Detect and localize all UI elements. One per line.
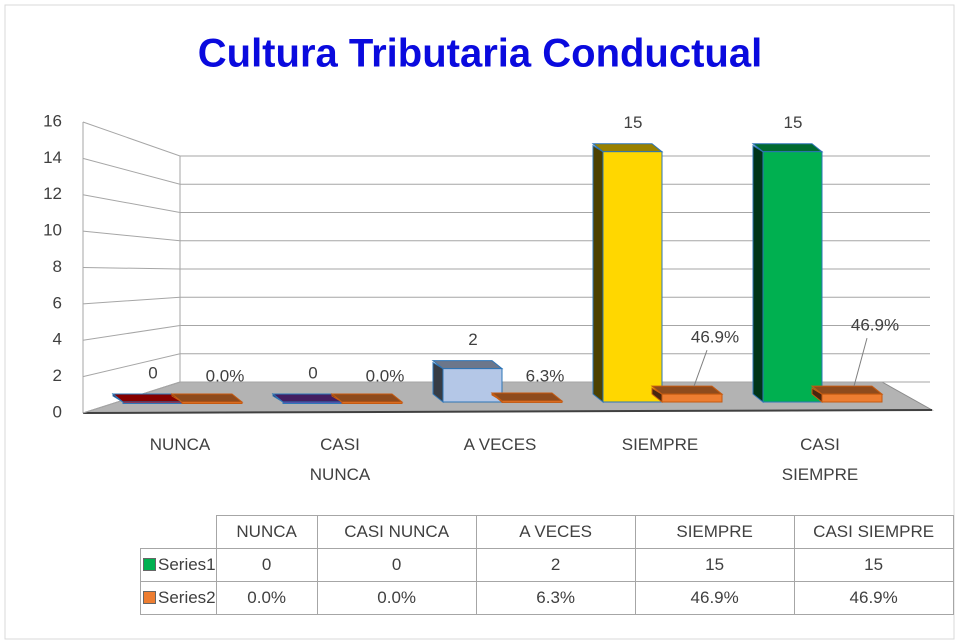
- bar: [170, 392, 244, 404]
- bar-top: [431, 360, 504, 370]
- bar-front: [821, 393, 883, 403]
- x-tick-label: SIEMPRE: [621, 435, 699, 454]
- x-tick-label: CASI SIEMPRE: [781, 435, 859, 484]
- table-header-cell: CASI SIEMPRE: [793, 515, 954, 549]
- bar-front: [661, 393, 723, 403]
- bar-front: [181, 401, 243, 404]
- y-tick-label: 14: [43, 148, 62, 167]
- bar: [751, 143, 824, 404]
- table-row: Series2 0.0% 0.0% 6.3% 46.9% 46.9%: [140, 581, 954, 615]
- table-row: Series1 0 0 2 15 15: [140, 548, 954, 582]
- grid-line: [82, 381, 930, 414]
- table-cell: 15: [793, 548, 954, 582]
- x-tick-label: A VECES: [463, 435, 537, 454]
- legend-swatch: [143, 591, 156, 604]
- bar-front: [762, 151, 823, 403]
- bar-top: [810, 385, 884, 395]
- leader-line: [693, 350, 708, 387]
- y-tick-label: 10: [43, 221, 62, 240]
- table-header-cell: NUNCA: [215, 515, 318, 549]
- table-cell: 15: [634, 548, 795, 582]
- grid-line: [82, 267, 930, 270]
- y-tick-label: 8: [53, 257, 62, 276]
- grid-line: [82, 296, 930, 305]
- data-label: 0.0%: [206, 366, 245, 385]
- bar-top: [751, 143, 824, 153]
- bar-front: [602, 151, 663, 403]
- table-cell: 0.0%: [215, 581, 318, 615]
- grid-line: [82, 194, 930, 213]
- legend-label: Series2: [158, 588, 216, 607]
- data-label: 0: [308, 363, 317, 382]
- data-table: NUNCA CASI NUNCA A VECES SIEMPRE CASI SIEMPR…: [140, 515, 954, 615]
- grid-line: [82, 121, 930, 157]
- chart-title: Cultura Tributaria Conductual: [198, 32, 762, 76]
- bar: [111, 392, 184, 404]
- table-header-cell: SIEMPRE: [634, 515, 795, 549]
- table-header-cell: CASI NUNCA: [316, 515, 477, 549]
- bar-top: [490, 392, 564, 402]
- table-header-row: NUNCA CASI NUNCA A VECES SIEMPRE CASI SIEMPR…: [141, 515, 954, 549]
- y-tick-label: 2: [53, 366, 62, 385]
- bar: [591, 143, 664, 404]
- bar-top: [170, 393, 244, 403]
- bar-front: [442, 368, 503, 403]
- table-cell: 0: [215, 548, 318, 582]
- grid-line: [82, 353, 930, 378]
- bar: [431, 360, 504, 404]
- data-label: 2: [468, 330, 477, 349]
- y-tick-label: 16: [43, 111, 62, 130]
- leader-line: [853, 338, 868, 387]
- data-label: 15: [784, 113, 803, 132]
- x-tick-label: CASI NUNCA: [309, 435, 371, 484]
- table-corner: [141, 516, 217, 549]
- y-tick-label: 0: [53, 402, 62, 421]
- grid-line: [82, 230, 930, 242]
- legend-label: Series1: [158, 555, 216, 574]
- bar-side: [592, 144, 604, 404]
- data-label: 46.9%: [691, 328, 739, 347]
- bar: [330, 392, 404, 404]
- table-cell: 6.3%: [475, 581, 636, 615]
- table-cell: 46.9%: [793, 581, 954, 615]
- table-cell: 0: [316, 548, 477, 582]
- grid-line: [82, 157, 930, 185]
- table-cell: 2: [475, 548, 636, 582]
- bar: [810, 385, 884, 404]
- table-header-cell: A VECES: [475, 515, 636, 549]
- y-tick-label: 6: [53, 293, 62, 312]
- data-label: 0: [148, 363, 157, 382]
- bar-front: [501, 400, 563, 403]
- legend-cell: Series2: [140, 581, 217, 615]
- table-cell: 0.0%: [316, 581, 477, 615]
- bar: [650, 385, 724, 404]
- bar-front: [122, 401, 183, 404]
- table-cell: 46.9%: [634, 581, 795, 615]
- y-tick-label: 12: [43, 184, 62, 203]
- bar: [490, 392, 564, 404]
- y-tick-label: 4: [53, 330, 62, 349]
- bar-top: [330, 393, 404, 403]
- grid-line: [82, 325, 930, 341]
- data-label: 15: [624, 113, 643, 132]
- bar-front: [282, 401, 343, 404]
- bar-side: [752, 144, 764, 404]
- x-axis: [82, 409, 933, 414]
- bar-top: [650, 385, 724, 395]
- data-label: 0.0%: [366, 366, 405, 385]
- x-tick-label: NUNCA: [149, 435, 211, 454]
- bar-top: [591, 143, 664, 153]
- legend-cell: Series1: [140, 548, 217, 582]
- data-label: 6.3%: [526, 366, 565, 385]
- bar-front: [341, 401, 403, 404]
- legend-swatch: [143, 558, 156, 571]
- data-label: 46.9%: [851, 316, 899, 335]
